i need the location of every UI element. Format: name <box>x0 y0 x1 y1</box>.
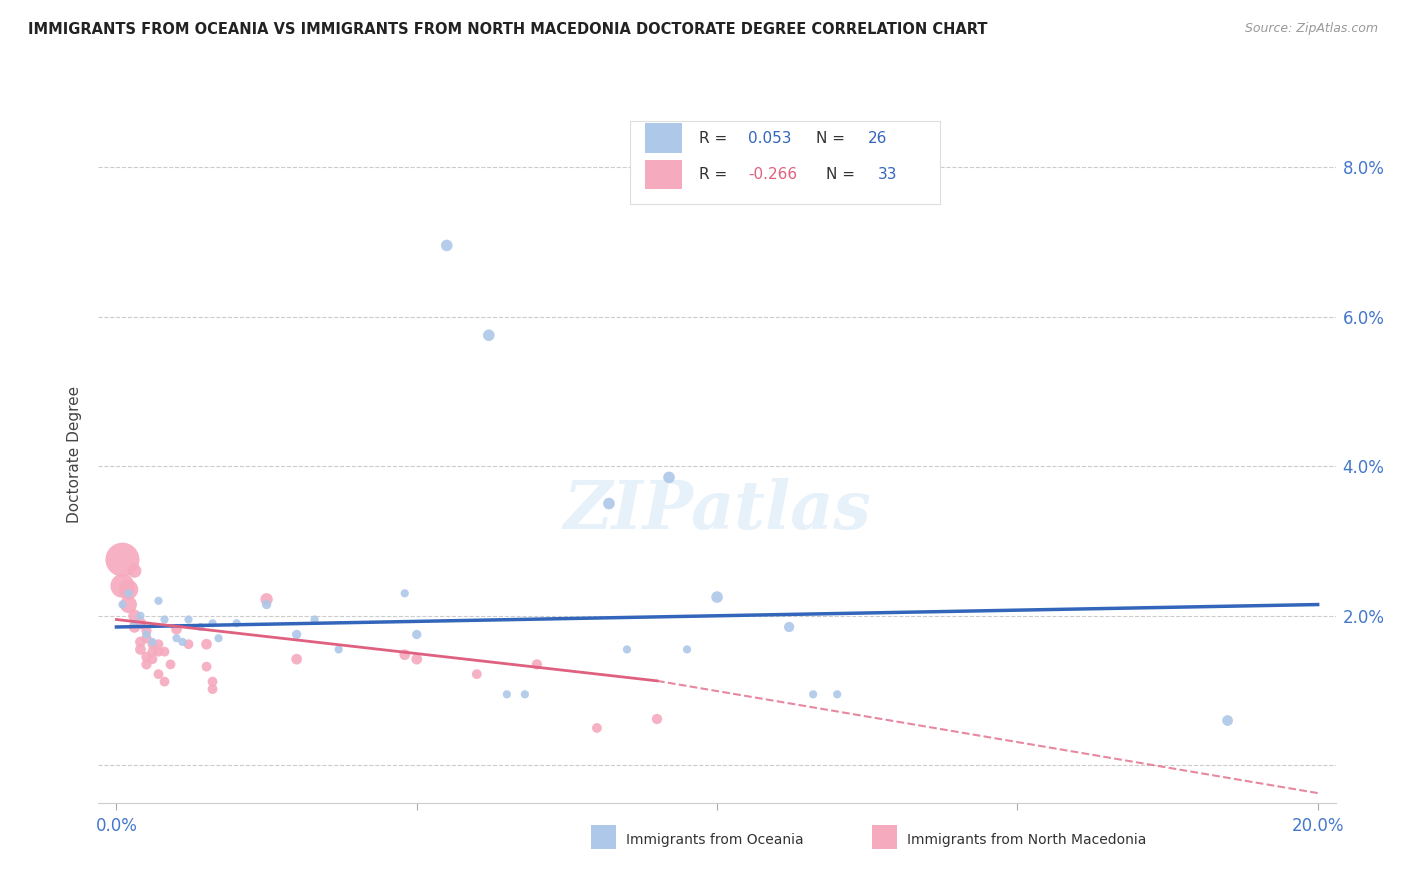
Point <box>124 620 146 634</box>
Point <box>825 687 848 701</box>
Point <box>141 635 163 649</box>
Bar <box>591 825 616 849</box>
Point <box>190 620 212 634</box>
Point <box>478 328 501 343</box>
Text: IMMIGRANTS FROM OCEANIA VS IMMIGRANTS FROM NORTH MACEDONIA DOCTORATE DEGREE CORR: IMMIGRANTS FROM OCEANIA VS IMMIGRANTS FR… <box>28 22 987 37</box>
Point <box>394 586 416 600</box>
Point <box>526 657 548 672</box>
Point <box>135 631 157 645</box>
Text: Immigrants from Oceania: Immigrants from Oceania <box>626 833 803 847</box>
Bar <box>645 161 682 189</box>
Point <box>129 616 152 631</box>
Point <box>177 613 200 627</box>
Point <box>148 667 170 681</box>
Point <box>129 635 152 649</box>
Point <box>124 616 146 631</box>
Y-axis label: Doctorate Degree: Doctorate Degree <box>67 386 83 524</box>
Point <box>135 624 157 638</box>
Point <box>148 594 170 608</box>
Point <box>1216 714 1239 728</box>
Point <box>256 598 278 612</box>
Text: 26: 26 <box>868 130 887 145</box>
Text: 0.053: 0.053 <box>748 130 792 145</box>
Point <box>201 616 224 631</box>
Point <box>117 598 139 612</box>
Bar <box>872 825 897 849</box>
Text: -0.266: -0.266 <box>748 168 797 182</box>
Point <box>153 645 176 659</box>
Point <box>645 712 668 726</box>
Point <box>801 687 824 701</box>
Point <box>111 552 134 566</box>
Point <box>436 238 458 252</box>
Point <box>124 564 146 578</box>
Point <box>159 657 181 672</box>
Point <box>285 627 308 641</box>
Point <box>676 642 699 657</box>
Point <box>111 579 134 593</box>
Point <box>658 470 681 484</box>
Point <box>225 616 247 631</box>
Point <box>153 674 176 689</box>
Point <box>778 620 800 634</box>
Point <box>148 637 170 651</box>
Point <box>405 652 427 666</box>
Point <box>111 598 134 612</box>
Point <box>465 667 488 681</box>
Point <box>405 627 427 641</box>
Point <box>706 590 728 604</box>
Point <box>616 642 638 657</box>
Point <box>141 637 163 651</box>
Point <box>141 652 163 666</box>
Text: N =: N = <box>815 130 849 145</box>
Point <box>124 608 146 623</box>
Bar <box>645 123 682 153</box>
Point <box>129 642 152 657</box>
Point <box>117 582 139 597</box>
Point <box>598 497 620 511</box>
Point <box>256 592 278 607</box>
Point <box>201 674 224 689</box>
Point <box>166 622 188 636</box>
Point <box>153 613 176 627</box>
Text: R =: R = <box>699 168 731 182</box>
Point <box>201 682 224 697</box>
Point <box>195 659 218 673</box>
Point <box>148 645 170 659</box>
Point <box>394 648 416 662</box>
Point <box>177 637 200 651</box>
Point <box>129 608 152 623</box>
Point <box>495 687 517 701</box>
Point <box>586 721 609 735</box>
Text: Immigrants from North Macedonia: Immigrants from North Macedonia <box>907 833 1146 847</box>
Point <box>166 631 188 645</box>
Point <box>141 645 163 659</box>
Text: R =: R = <box>699 130 731 145</box>
Point <box>285 652 308 666</box>
Point <box>172 635 194 649</box>
Point <box>328 642 350 657</box>
FancyBboxPatch shape <box>630 121 939 204</box>
Text: 33: 33 <box>877 168 897 182</box>
Point <box>135 649 157 664</box>
Text: ZIPatlas: ZIPatlas <box>564 478 870 543</box>
Text: N =: N = <box>825 168 860 182</box>
Point <box>195 637 218 651</box>
Point <box>207 631 229 645</box>
Point <box>135 627 157 641</box>
Text: Source: ZipAtlas.com: Source: ZipAtlas.com <box>1244 22 1378 36</box>
Point <box>304 613 326 627</box>
Point <box>513 687 536 701</box>
Point <box>117 586 139 600</box>
Point <box>135 657 157 672</box>
